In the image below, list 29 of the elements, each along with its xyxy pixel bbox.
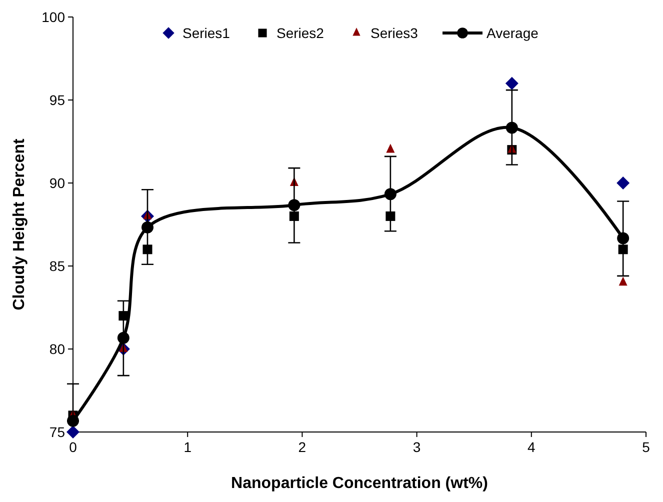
x-tick-label: 0 xyxy=(69,439,78,455)
point xyxy=(384,188,396,200)
point xyxy=(617,232,630,244)
y-tick-label: 100 xyxy=(42,9,66,25)
y-tick-label: 85 xyxy=(49,258,66,274)
point xyxy=(386,144,395,153)
point xyxy=(117,332,130,344)
y-tick-label: 90 xyxy=(49,175,66,191)
y-tick-label: 80 xyxy=(49,341,66,357)
y-axis-title: Cloudy Height Percent xyxy=(11,138,28,310)
x-tick-label: 2 xyxy=(298,439,306,455)
x-tick-label: 4 xyxy=(528,439,536,455)
point xyxy=(618,276,628,286)
x-tick-label: 3 xyxy=(412,439,421,455)
x-axis-title: Nanoparticle Concentration (wt%) xyxy=(231,475,488,492)
point xyxy=(616,176,630,190)
point xyxy=(506,122,518,134)
point xyxy=(141,221,154,234)
y-tick-label: 95 xyxy=(49,92,66,108)
x-tick-label: 1 xyxy=(184,439,192,455)
legend-label: Series3 xyxy=(370,25,418,41)
point xyxy=(66,426,80,438)
legend-label: Series2 xyxy=(276,25,324,41)
x-tick-label: 5 xyxy=(642,439,650,455)
point xyxy=(288,199,300,212)
legend-label: Average xyxy=(486,25,539,41)
y-tick-label: 75 xyxy=(49,424,66,440)
point xyxy=(505,76,518,90)
legend-label: Series1 xyxy=(182,25,230,41)
